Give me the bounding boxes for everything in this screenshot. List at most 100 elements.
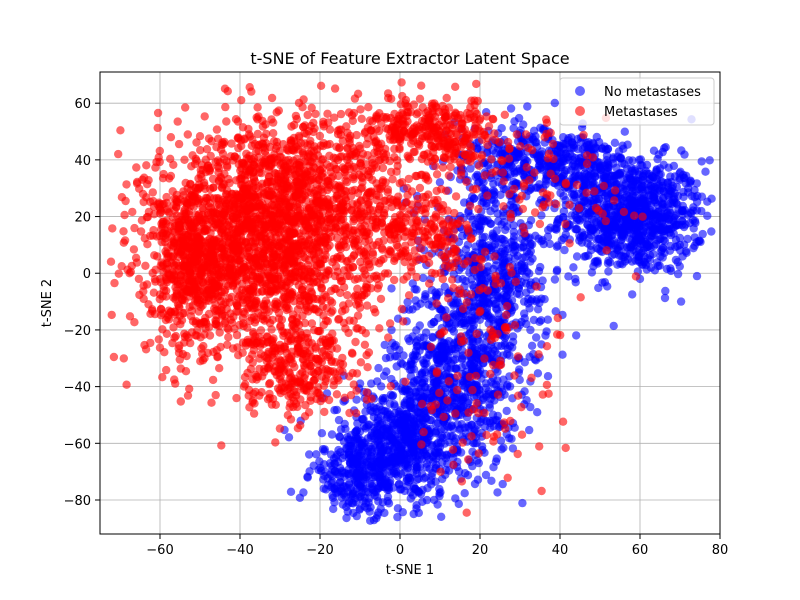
- scatter-point: [359, 473, 368, 482]
- scatter-point: [303, 473, 312, 482]
- scatter-point: [627, 166, 637, 175]
- scatter-point: [141, 261, 150, 270]
- scatter-point: [394, 436, 404, 445]
- scatter-point: [476, 418, 485, 427]
- scatter-point: [650, 192, 659, 202]
- scatter-point: [394, 479, 404, 489]
- scatter-point: [361, 458, 370, 468]
- scatter-point: [142, 280, 152, 289]
- scatter-point: [638, 161, 647, 170]
- scatter-point: [669, 192, 678, 201]
- scatter-point: [367, 445, 376, 454]
- scatter-point: [673, 269, 683, 279]
- scatter-point: [616, 153, 626, 162]
- scatter-points: [106, 78, 716, 525]
- scatter-point: [452, 364, 461, 374]
- scatter-point: [253, 103, 262, 112]
- scatter-point: [571, 167, 580, 176]
- scatter-point: [332, 450, 342, 459]
- scatter-point: [663, 178, 673, 187]
- scatter-point: [527, 341, 537, 350]
- scatter-point: [544, 225, 553, 235]
- scatter-point: [158, 373, 167, 382]
- scatter-point: [428, 451, 438, 461]
- scatter-point: [380, 508, 389, 518]
- scatter-point: [415, 346, 424, 355]
- scatter-point: [703, 211, 712, 220]
- scatter-point: [119, 227, 128, 236]
- scatter-point: [444, 423, 454, 432]
- scatter-point: [521, 252, 530, 261]
- scatter-point: [474, 458, 483, 468]
- scatter-point: [509, 124, 518, 133]
- scatter-point: [114, 269, 124, 278]
- scatter-point: [393, 504, 403, 513]
- scatter-point: [681, 220, 690, 229]
- scatter-point: [369, 412, 379, 422]
- scatter-point: [380, 442, 390, 451]
- scatter-point: [619, 252, 628, 261]
- scatter-point: [267, 93, 277, 103]
- scatter-point: [360, 502, 369, 511]
- scatter-point: [374, 363, 383, 373]
- scatter-point: [472, 392, 481, 401]
- scatter-point: [207, 398, 216, 407]
- scatter-point: [402, 481, 411, 491]
- scatter-point: [339, 490, 348, 499]
- scatter-point: [391, 341, 400, 350]
- scatter-point: [552, 267, 561, 276]
- scatter-point: [397, 304, 407, 314]
- scatter-point: [603, 144, 612, 154]
- scatter-point: [629, 230, 638, 239]
- scatter-point: [611, 225, 620, 235]
- scatter-point: [457, 395, 467, 404]
- scatter-point: [588, 225, 597, 235]
- scatter-point: [526, 402, 535, 412]
- scatter-point: [496, 383, 505, 392]
- scatter-point: [489, 179, 498, 188]
- scatter-point: [701, 167, 710, 176]
- scatter-point: [375, 452, 384, 461]
- scatter-point: [537, 165, 547, 174]
- scatter-point: [106, 257, 116, 266]
- scatter-point: [646, 263, 656, 272]
- scatter-point: [532, 333, 541, 342]
- scatter-point: [459, 319, 469, 328]
- scatter-point: [527, 295, 537, 304]
- scatter-point: [519, 120, 528, 129]
- scatter-point: [559, 213, 568, 222]
- scatter-point: [487, 377, 496, 387]
- scatter-point: [436, 488, 445, 497]
- scatter-point: [673, 242, 682, 251]
- scatter-point: [286, 487, 296, 496]
- scatter-point: [666, 230, 676, 240]
- scatter-point: [437, 512, 446, 521]
- scatter-point: [656, 213, 665, 223]
- scatter-point: [687, 209, 696, 218]
- scatter-point: [422, 389, 432, 399]
- scatter-point: [612, 239, 621, 248]
- scatter-point: [483, 345, 493, 354]
- scatter-point: [401, 428, 411, 437]
- scatter-point: [676, 167, 685, 176]
- scatter-point: [425, 464, 434, 473]
- scatter-point: [420, 360, 429, 369]
- scatter-point: [707, 194, 716, 203]
- scatter-point: [550, 98, 559, 108]
- scatter-point: [343, 432, 352, 442]
- scatter-point: [160, 348, 169, 357]
- scatter-point: [473, 475, 483, 484]
- scatter-point: [649, 173, 658, 182]
- scatter-point: [558, 350, 567, 359]
- scatter-point: [610, 138, 620, 147]
- scatter-point: [533, 369, 543, 378]
- scatter-point: [386, 382, 395, 391]
- scatter-point: [223, 87, 232, 96]
- scatter-point: [657, 227, 666, 236]
- scatter-point: [422, 495, 432, 505]
- scatter-point: [412, 469, 422, 478]
- scatter-point: [676, 297, 686, 306]
- scatter-point: [338, 468, 347, 477]
- scatter-point: [496, 190, 505, 200]
- scatter-point: [185, 384, 194, 393]
